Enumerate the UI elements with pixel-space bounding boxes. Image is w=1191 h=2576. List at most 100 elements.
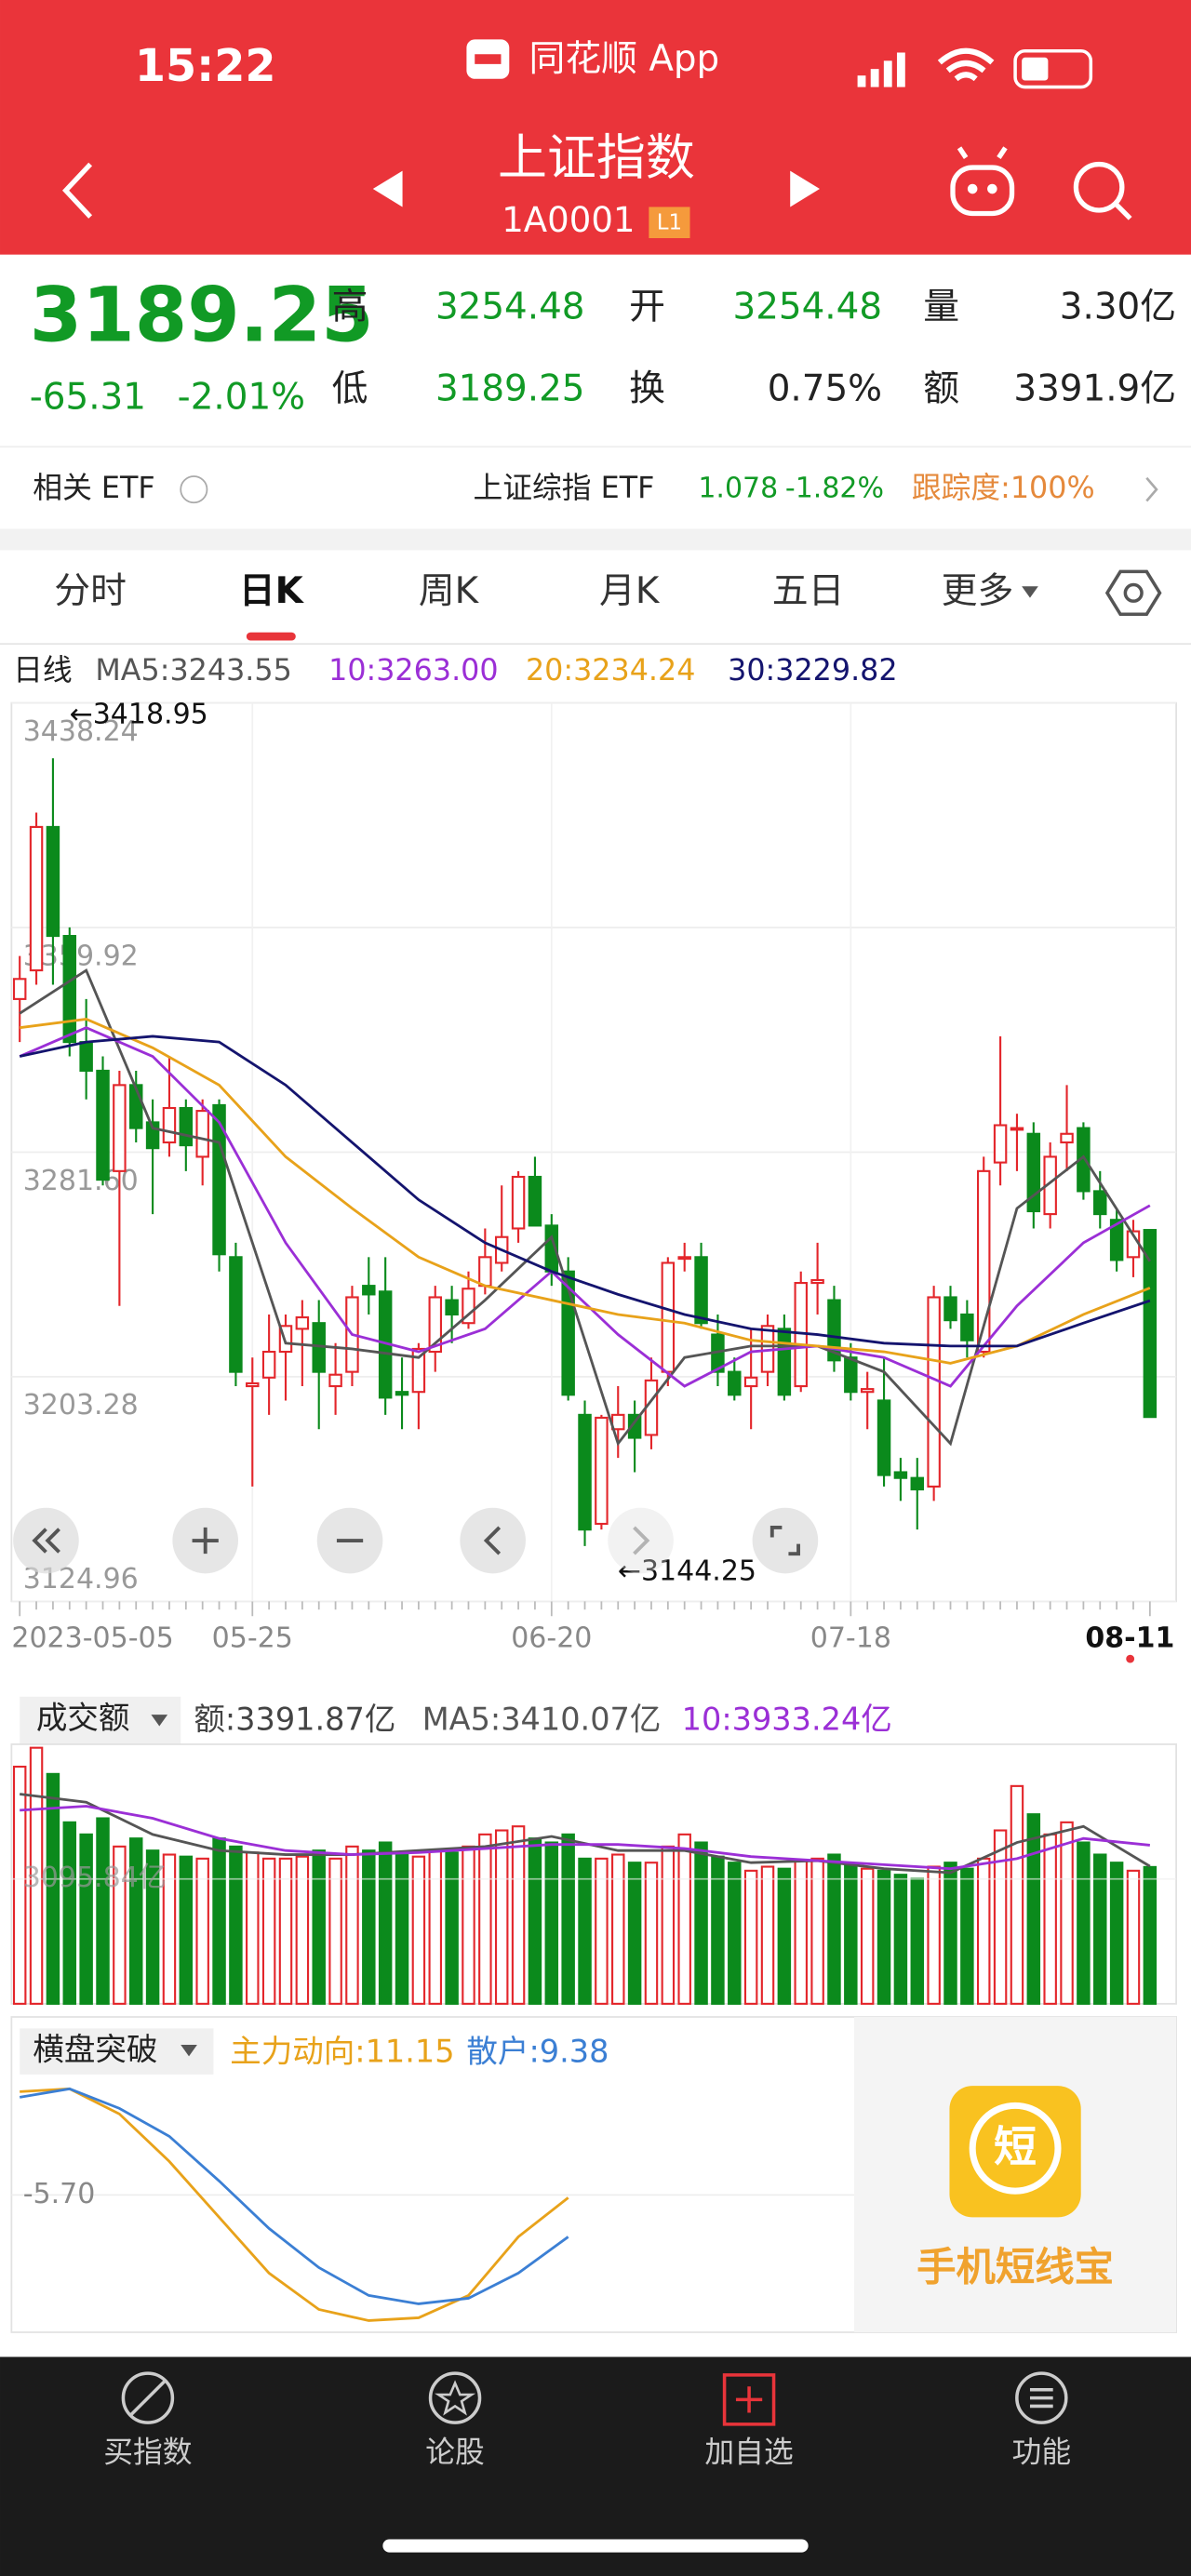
volume-bar	[29, 1746, 44, 2005]
chart-control[interactable]	[752, 1507, 819, 1574]
candle-body	[29, 825, 44, 972]
volume-bar	[644, 1862, 659, 2005]
x-tick-label: 06-20	[511, 1622, 592, 1654]
legend-entry: 主力动向:11.15	[230, 2033, 454, 2069]
candle-body	[195, 1110, 209, 1158]
nav-label[interactable]: 论股	[425, 2436, 485, 2470]
field-label: 低	[332, 368, 368, 410]
candle-body	[728, 1370, 742, 1396]
nav-icon[interactable]	[722, 2373, 776, 2426]
volume-chart: 3095.84亿	[11, 1746, 1177, 2005]
nav-icon[interactable]	[428, 2371, 482, 2424]
nav-icon[interactable]	[121, 2371, 175, 2424]
field-value: 3254.48	[733, 286, 883, 327]
back-button[interactable]	[61, 162, 93, 219]
candle-body	[328, 1373, 342, 1388]
candle-body	[844, 1356, 858, 1394]
volume-bar	[1109, 1862, 1124, 2005]
chart-control[interactable]	[460, 1507, 526, 1574]
etf-label[interactable]: 相关 ETF	[33, 472, 154, 505]
candle-body	[777, 1328, 792, 1396]
settings-button[interactable]	[1104, 569, 1162, 617]
status-time: 15:22	[135, 41, 276, 92]
candle-body	[411, 1347, 426, 1394]
volume-bar	[195, 1857, 209, 2005]
help-icon[interactable]	[180, 475, 208, 504]
volume-bar	[246, 1851, 260, 2005]
prev-index[interactable]	[372, 170, 403, 207]
legend-entry: 散户:9.38	[466, 2033, 609, 2069]
volume-bar	[411, 1855, 426, 2005]
etf-change: -1.82%	[785, 473, 884, 505]
field-label: 量	[923, 286, 959, 327]
chart-control[interactable]	[608, 1507, 674, 1574]
nav-label[interactable]: 买指数	[103, 2436, 192, 2470]
volume-bar	[46, 1772, 60, 2005]
line-series	[19, 968, 1152, 1447]
etf-name[interactable]: 上证综指 ETF	[473, 472, 654, 505]
volume-bar	[595, 1857, 609, 2005]
nav-icon-mark	[735, 2386, 763, 2413]
volume-bar	[860, 1867, 875, 2005]
field-value: 3391.9亿	[1013, 368, 1176, 410]
candle-body	[993, 1124, 1008, 1164]
field-label: 额	[923, 368, 959, 410]
candle-body	[893, 1471, 908, 1479]
candle-body	[46, 825, 60, 938]
volume-bar	[943, 1862, 957, 2005]
tab[interactable]: 更多	[942, 570, 1014, 612]
tab[interactable]: 周K	[419, 570, 480, 612]
tab[interactable]: 日K	[239, 570, 305, 612]
nav-icon[interactable]	[1015, 2371, 1068, 2424]
ad-text[interactable]: 手机短线宝	[917, 2244, 1114, 2289]
y-tick-label: 3438.24	[23, 715, 139, 748]
volume-bar	[777, 1867, 792, 2005]
volume-bar	[627, 1862, 642, 2005]
etf-arrow[interactable]	[1145, 476, 1158, 502]
dropdown-icon	[151, 1715, 168, 1727]
nav-label[interactable]: 加自选	[704, 2436, 793, 2470]
tab[interactable]: 五日	[772, 570, 845, 612]
field-label: 高	[332, 286, 368, 327]
candle-body	[1093, 1190, 1107, 1216]
legend-entry: 10:3263.00	[328, 654, 498, 687]
candle-body	[976, 1169, 991, 1354]
nav-label[interactable]: 功能	[1012, 2436, 1072, 2470]
robot-button[interactable]	[950, 146, 1015, 217]
candle-body	[62, 935, 77, 1044]
volume-bar	[993, 1829, 1008, 2005]
tab[interactable]: 分时	[54, 570, 127, 612]
volume-bar	[462, 1845, 475, 2005]
volume-bar	[1126, 1869, 1141, 2005]
candle-body	[910, 1476, 925, 1491]
volume-bar	[528, 1837, 542, 2005]
volume-bar	[328, 1857, 342, 2005]
volume-bar	[976, 1857, 991, 2005]
battery-level	[1022, 57, 1049, 81]
field-value: 3189.25	[435, 368, 585, 410]
volume-bar	[694, 1841, 708, 2005]
tab-indicator	[246, 632, 296, 641]
volume-bar	[312, 1849, 326, 2005]
line-series	[19, 2087, 569, 2305]
volume-bar	[561, 1833, 575, 2005]
volume-bar	[760, 1865, 775, 2005]
control-icon	[633, 1526, 650, 1555]
volume-selector[interactable]	[20, 1696, 181, 1744]
index-code: 1A0001	[502, 200, 635, 240]
volume-bar	[578, 1857, 592, 2005]
volume-bar	[428, 1849, 442, 2005]
battery-icon	[1013, 48, 1093, 89]
volume-bar	[1077, 1841, 1091, 2005]
search-button[interactable]	[1073, 161, 1132, 220]
price: 3189.25	[30, 273, 374, 360]
tab[interactable]: 月K	[599, 570, 661, 612]
indicator-selector[interactable]	[20, 2028, 214, 2075]
level-badge	[649, 207, 690, 238]
volume-bar	[794, 1859, 808, 2005]
etf-price: 1.078	[698, 473, 778, 505]
control-icon	[192, 1527, 219, 1555]
volume-frame	[10, 1743, 1177, 2005]
next-index[interactable]	[790, 170, 820, 207]
